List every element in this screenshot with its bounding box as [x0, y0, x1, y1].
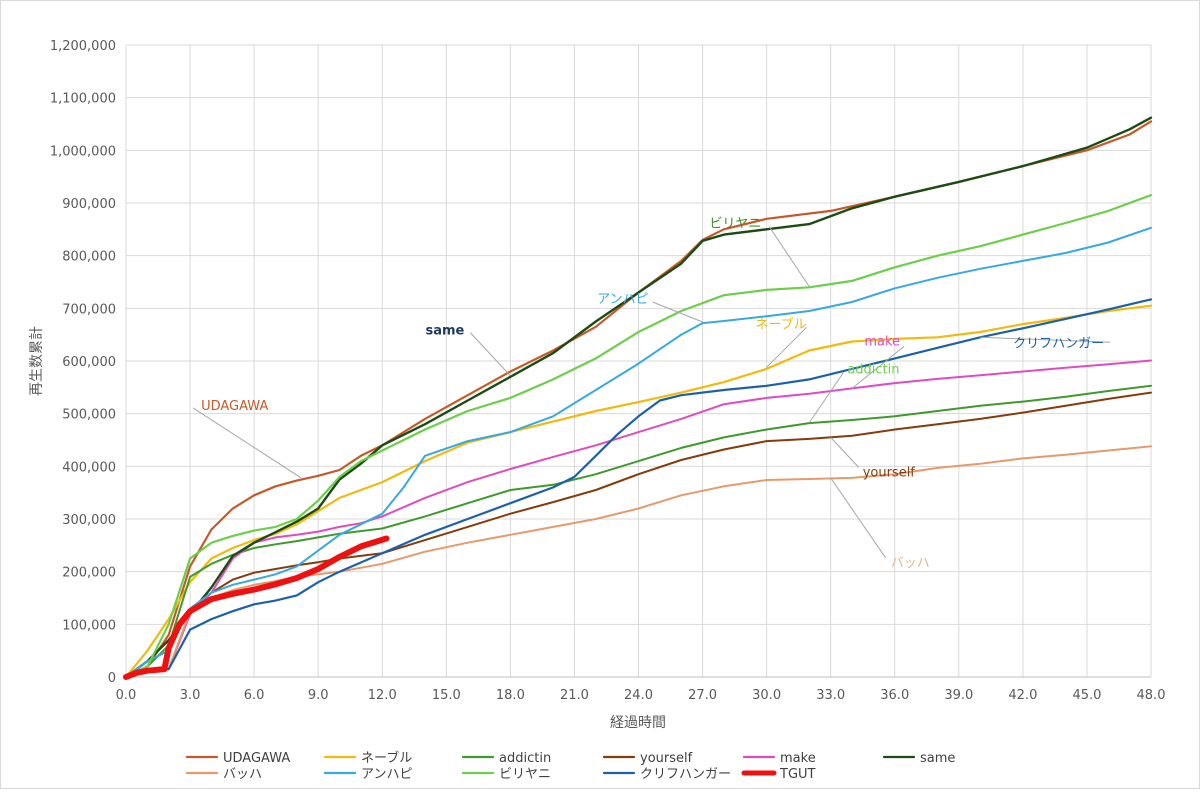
annotation-leader — [652, 301, 703, 323]
legend-item: UDAGAWA — [185, 751, 290, 766]
series-line-same — [124, 116, 1153, 679]
annotation-leader — [766, 326, 807, 368]
legend-label: クリフハンガー — [640, 767, 731, 782]
y-tick-label: 600,000 — [62, 355, 116, 370]
annotation-leader — [808, 372, 844, 423]
axis-layer: 0 100,000 200,000 300,000 400,000 500,000 600,… — [50, 39, 1166, 703]
y-tick-label: 500,000 — [62, 408, 116, 423]
legend: UDAGAWA ネーブル addictin yourself make same バッハ アン… — [185, 750, 955, 782]
legend-label: バッハ — [223, 767, 262, 782]
annotation-label: ネーブル — [755, 316, 806, 332]
legend-label: UDAGAWA — [223, 751, 290, 766]
legend-label: TGUT — [779, 767, 816, 782]
series-layer — [123, 116, 1153, 680]
y-tick-label: 400,000 — [62, 460, 116, 475]
annotation-leader — [192, 407, 302, 479]
series-line-ビリヤニ — [124, 194, 1153, 679]
y-tick-label: 1,100,000 — [50, 92, 116, 107]
x-tick-label: 27.0 — [688, 688, 717, 703]
annotation-label: アンハピ — [597, 292, 648, 307]
legend-item: addictin — [461, 751, 551, 766]
annotation-label: バッハ — [891, 556, 930, 571]
legend-item: ネーブル — [323, 750, 412, 766]
legend-item: same — [882, 751, 955, 766]
x-tick-label: 15.0 — [432, 688, 461, 703]
grid-layer — [125, 44, 1152, 678]
x-axis-title: 経過時間 — [610, 715, 666, 731]
annotation-label: ビリヤニ — [709, 217, 761, 232]
series-line-yourself — [125, 391, 1152, 678]
y-tick-label: 900,000 — [62, 197, 116, 212]
legend-label: yourself — [640, 751, 693, 766]
y-tick-label: 1,000,000 — [50, 144, 116, 159]
x-tick-label: 48.0 — [1137, 688, 1166, 703]
annotation-label: クリフハンガー — [1013, 336, 1104, 351]
x-tick-label: 42.0 — [1008, 688, 1037, 703]
x-tick-label: 3.0 — [180, 688, 201, 703]
legend-label: make — [780, 751, 816, 766]
y-tick-label: 200,000 — [62, 566, 116, 581]
annotation-leader — [830, 477, 887, 559]
annotation-label: addictin — [847, 363, 899, 378]
x-tick-label: 39.0 — [944, 688, 973, 703]
y-tick-label: 300,000 — [62, 513, 116, 528]
annotation-leader — [980, 336, 1111, 343]
x-tick-label: 36.0 — [880, 688, 909, 703]
legend-item: アンハピ — [323, 767, 412, 782]
y-tick-label: 700,000 — [62, 302, 116, 317]
x-tick-label: 18.0 — [496, 688, 525, 703]
legend-label: ビリヤニ — [499, 767, 551, 782]
annotation-label: UDAGAWA — [201, 399, 268, 414]
legend-item: TGUT — [741, 767, 816, 782]
y-tick-label: 800,000 — [62, 250, 116, 265]
y-axis-title: 再生数累計 — [29, 326, 45, 396]
annotation-label: make — [864, 334, 900, 349]
annotation-leader — [851, 345, 905, 389]
y-tick-label: 100,000 — [62, 618, 116, 633]
legend-label: ネーブル — [361, 750, 412, 766]
series-line-バッハ — [125, 445, 1152, 678]
legend-item: クリフハンガー — [602, 767, 731, 782]
annotation-leader — [830, 437, 860, 468]
annotation-label: yourself — [863, 465, 916, 480]
series-line-クリフハンガー — [124, 298, 1153, 679]
x-tick-label: 45.0 — [1072, 688, 1101, 703]
series-line-make — [125, 359, 1152, 678]
annotation-leader — [470, 332, 511, 377]
legend-label: addictin — [499, 751, 551, 766]
series-line-addictin — [125, 384, 1152, 678]
x-tick-label: 24.0 — [624, 688, 653, 703]
x-tick-label: 0.0 — [116, 688, 137, 703]
x-tick-label: 21.0 — [560, 688, 589, 703]
y-tick-label: 1,200,000 — [50, 39, 116, 54]
annotation-leader — [768, 226, 810, 288]
y-tick-label: 0 — [108, 671, 116, 686]
x-tick-label: 30.0 — [752, 688, 781, 703]
x-tick-label: 33.0 — [816, 688, 845, 703]
legend-item: バッハ — [185, 767, 262, 782]
x-tick-label: 9.0 — [308, 688, 329, 703]
annotation-label: same — [426, 324, 465, 339]
legend-label: アンハピ — [361, 767, 412, 782]
legend-item: ビリヤニ — [461, 767, 551, 782]
legend-item: make — [742, 751, 816, 766]
series-line-TGUT — [123, 535, 390, 680]
x-tick-label: 6.0 — [244, 688, 265, 703]
x-tick-label: 12.0 — [368, 688, 397, 703]
legend-label: same — [920, 751, 955, 766]
legend-item: yourself — [602, 751, 693, 766]
series-line-ネーブル — [124, 304, 1153, 679]
series-line-アンハピ — [125, 226, 1152, 678]
